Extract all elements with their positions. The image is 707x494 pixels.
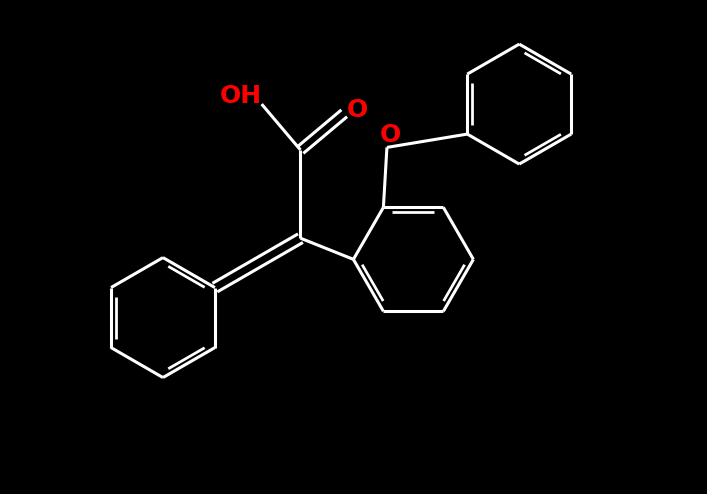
Text: O: O bbox=[380, 123, 401, 147]
Text: OH: OH bbox=[219, 83, 262, 108]
Text: O: O bbox=[346, 98, 368, 122]
